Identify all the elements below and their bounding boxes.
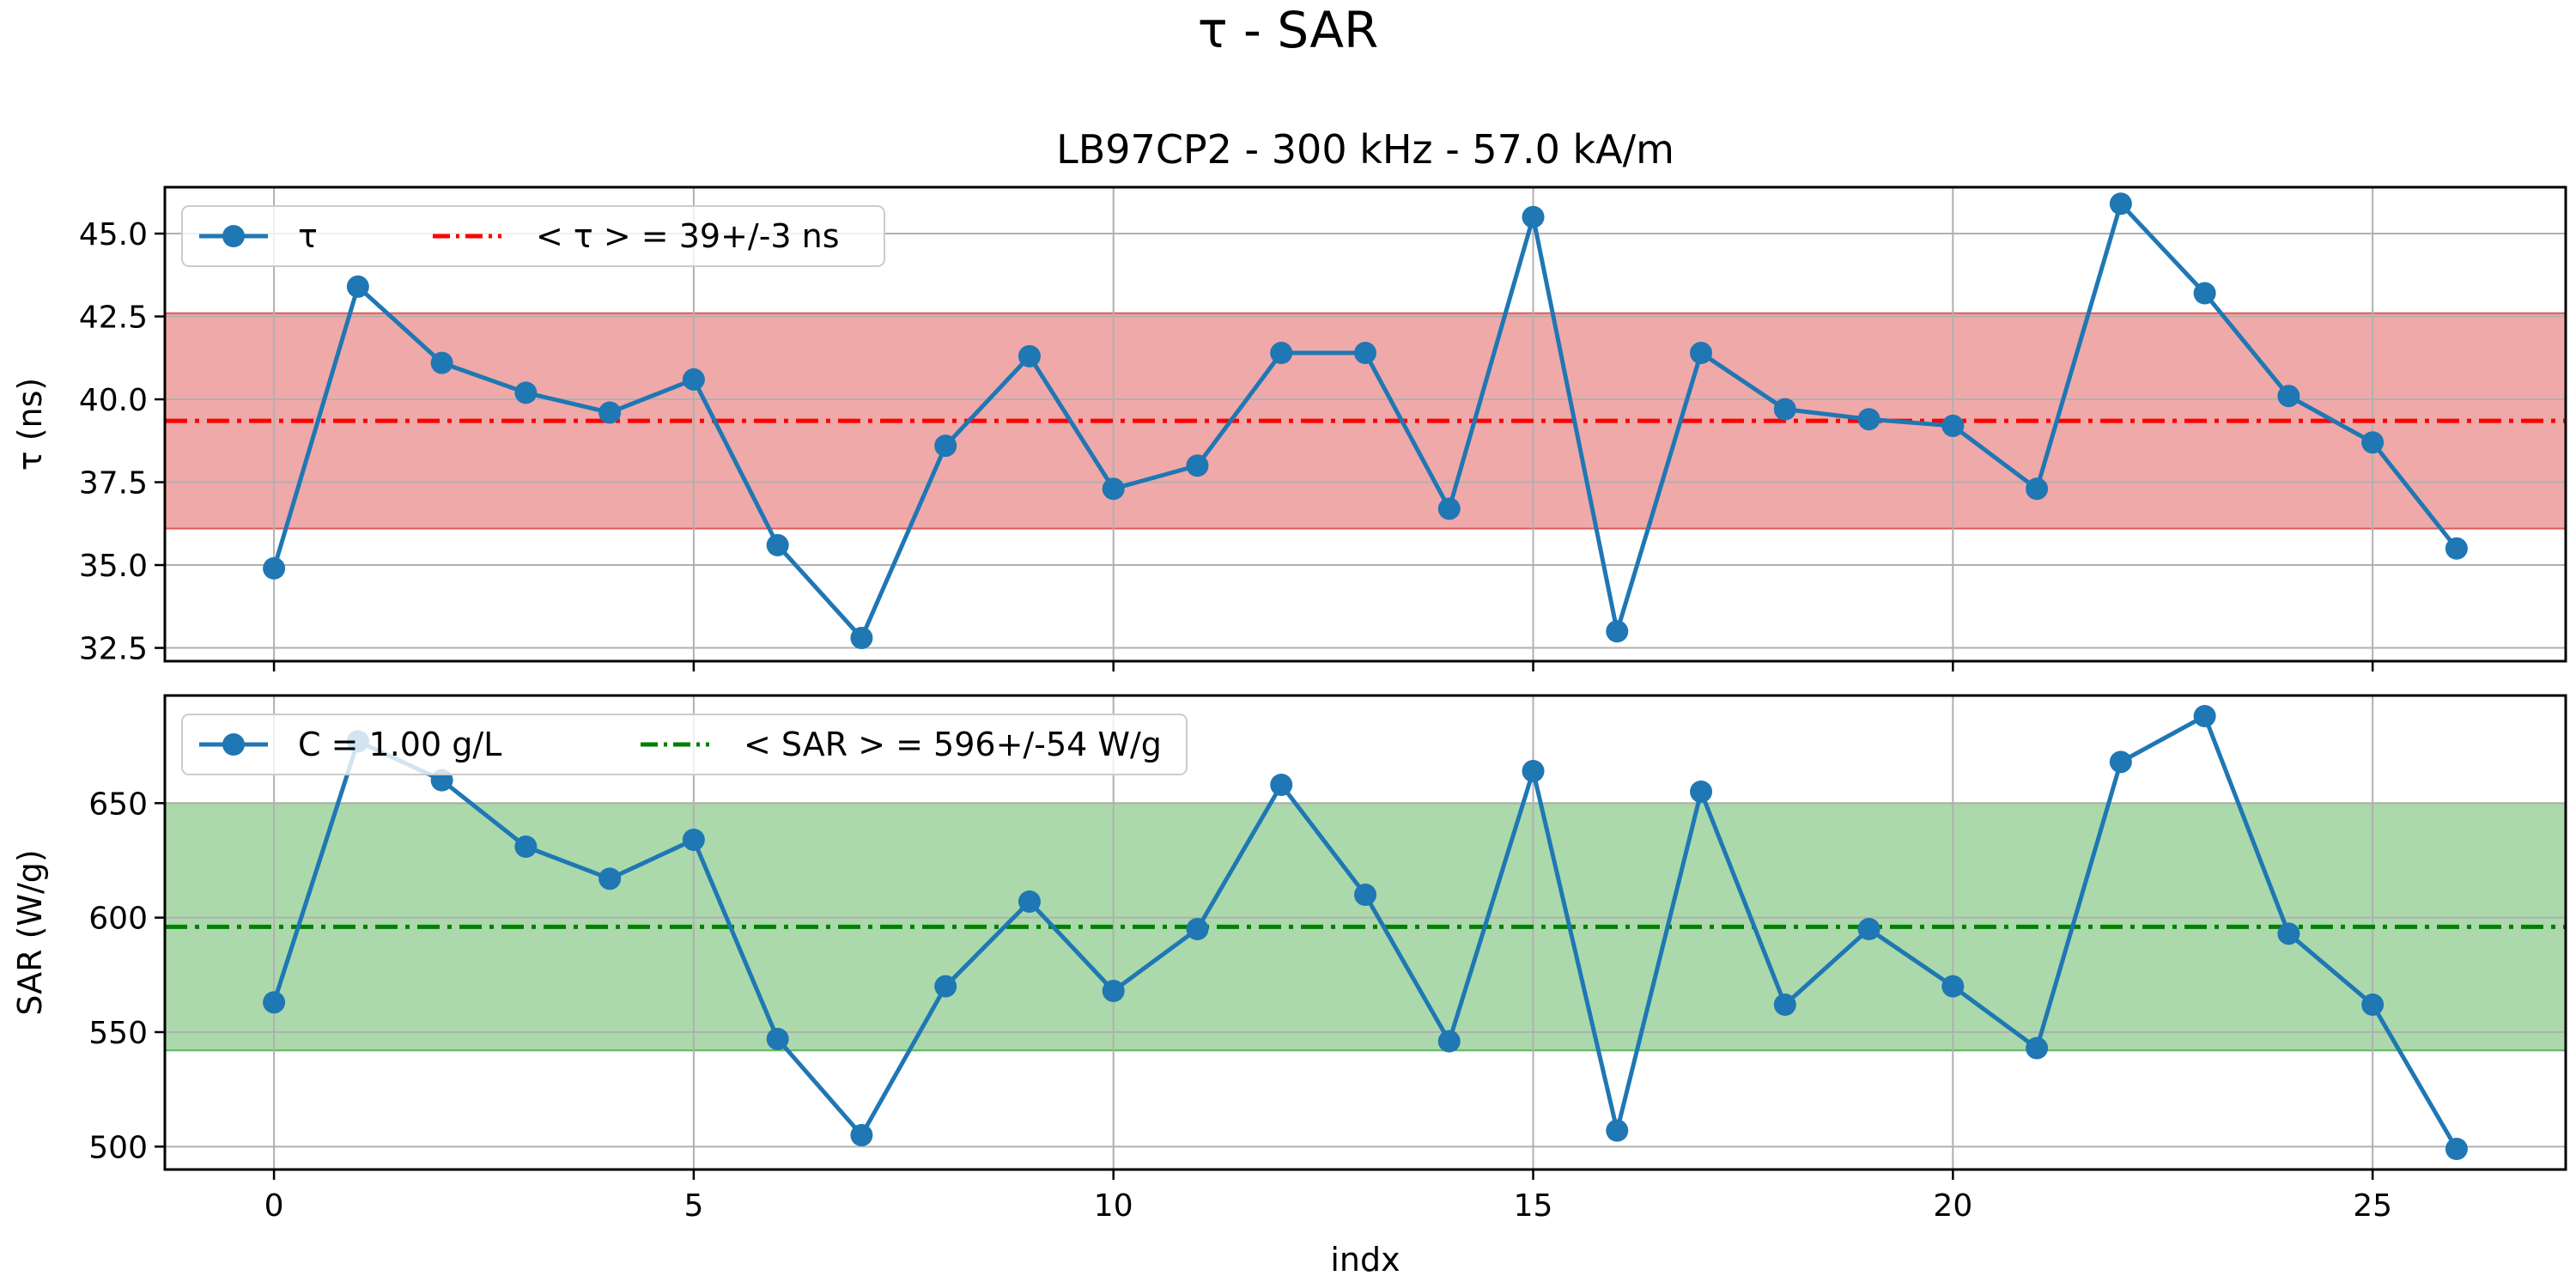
data-point bbox=[2193, 282, 2216, 305]
data-point bbox=[766, 533, 789, 556]
data-point bbox=[1437, 497, 1461, 520]
data-point bbox=[1270, 342, 1293, 365]
data-point bbox=[934, 434, 957, 458]
data-point bbox=[682, 829, 705, 851]
data-point bbox=[1354, 342, 1376, 365]
y-tick-label: 500 bbox=[88, 1130, 148, 1165]
data-point bbox=[1941, 414, 1965, 437]
y-tick-label: 35.0 bbox=[79, 549, 148, 584]
data-point bbox=[1857, 408, 1880, 431]
data-point bbox=[766, 1028, 789, 1050]
data-point bbox=[2445, 1138, 2468, 1160]
legend-series-marker bbox=[222, 225, 245, 247]
data-point bbox=[514, 835, 538, 858]
data-point bbox=[598, 867, 622, 890]
x-tick-label: 0 bbox=[264, 1188, 284, 1224]
axes-frame bbox=[163, 694, 2567, 1171]
data-point bbox=[2277, 385, 2300, 408]
data-point bbox=[1186, 918, 1209, 940]
data-point bbox=[682, 368, 705, 391]
data-point bbox=[598, 401, 622, 424]
data-point bbox=[1773, 398, 1796, 421]
data-point bbox=[2109, 750, 2132, 774]
data-point bbox=[346, 275, 369, 298]
y-tick-label: 600 bbox=[88, 902, 148, 937]
tau-panel: 32.5 35.0 37.5 40.0 42.5 45.0 τ (ns) τ < τ > = 3… bbox=[11, 185, 2567, 671]
data-point bbox=[1941, 975, 1965, 998]
y-axis-label: SAR (W/g) bbox=[11, 849, 49, 1015]
x-tick-label: 10 bbox=[1094, 1188, 1133, 1224]
data-point bbox=[1102, 980, 1125, 1002]
data-point bbox=[1102, 477, 1125, 501]
legend: C = 1.00 g/L < SAR > = 596+/-54 W/g bbox=[181, 714, 1188, 775]
y-axis-label: τ (ns) bbox=[11, 378, 49, 471]
legend-mean-label: < τ > = 39+/-3 ns bbox=[536, 217, 840, 255]
x-tick-label: 5 bbox=[683, 1188, 703, 1224]
data-point bbox=[1018, 344, 1041, 368]
y-tick-label: 550 bbox=[88, 1016, 148, 1051]
y-tick-label: 37.5 bbox=[79, 466, 148, 501]
top-chart-title: LB97CP2 - 300 kHz - 57.0 kA/m bbox=[1056, 126, 1674, 173]
sar-panel: 0 5 10 15 20 25 500 550 600 650 SAR (W/g) C = 1.00 … bbox=[11, 694, 2567, 1224]
data-point bbox=[514, 381, 538, 404]
data-point bbox=[2109, 192, 2132, 216]
data-point bbox=[1437, 1030, 1461, 1053]
data-point bbox=[2361, 993, 2385, 1016]
x-tick-label: 25 bbox=[2353, 1188, 2392, 1224]
y-tick-label: 650 bbox=[88, 787, 148, 822]
y-tick-label: 42.5 bbox=[79, 301, 148, 336]
data-point bbox=[1606, 620, 1629, 643]
data-point bbox=[263, 991, 286, 1014]
data-point bbox=[850, 1124, 873, 1146]
data-point bbox=[1773, 993, 1796, 1016]
data-point bbox=[1018, 890, 1041, 913]
data-point bbox=[2445, 537, 2468, 560]
axes-frame bbox=[163, 185, 2567, 663]
legend-series-label: C = 1.00 g/L bbox=[298, 726, 501, 763]
data-point bbox=[1857, 918, 1880, 940]
data-point bbox=[2026, 1036, 2049, 1060]
figure-title: τ - SAR bbox=[1198, 1, 1379, 59]
y-tick-label: 40.0 bbox=[79, 383, 148, 418]
data-point bbox=[934, 975, 957, 998]
x-tick-label: 20 bbox=[1933, 1188, 1972, 1224]
data-point bbox=[263, 556, 286, 580]
legend-series-label: τ bbox=[298, 217, 318, 255]
data-point bbox=[2277, 922, 2300, 945]
data-point bbox=[1690, 342, 1713, 365]
data-point bbox=[1690, 781, 1713, 803]
data-point bbox=[1522, 205, 1545, 228]
data-point bbox=[1606, 1119, 1629, 1142]
data-point bbox=[2026, 477, 2049, 501]
legend-series-marker bbox=[222, 733, 245, 756]
data-point bbox=[430, 351, 453, 374]
data-point bbox=[2361, 431, 2385, 454]
y-tick-label: 45.0 bbox=[79, 217, 148, 252]
data-point bbox=[2193, 705, 2216, 727]
x-tick-label: 15 bbox=[1514, 1188, 1553, 1224]
x-axis-label: indx bbox=[1330, 1241, 1400, 1279]
data-point bbox=[1270, 774, 1293, 796]
y-tick-label: 32.5 bbox=[79, 632, 148, 667]
data-point bbox=[1186, 454, 1209, 477]
data-point bbox=[1354, 884, 1376, 906]
data-point bbox=[850, 626, 873, 649]
legend-box bbox=[181, 205, 885, 267]
legend: τ < τ > = 39+/-3 ns bbox=[181, 205, 885, 267]
legend-mean-label: < SAR > = 596+/-54 W/g bbox=[744, 726, 1162, 763]
data-point bbox=[1522, 760, 1545, 782]
